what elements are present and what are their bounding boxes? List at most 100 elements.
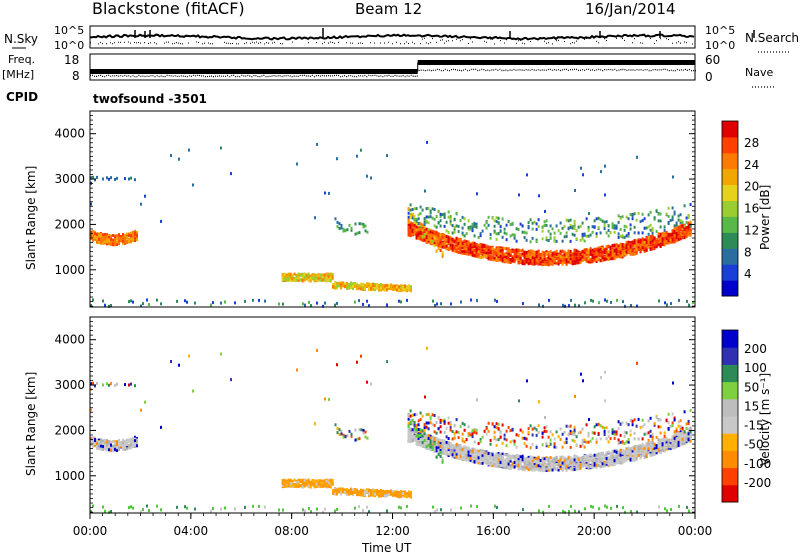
power-cell bbox=[583, 250, 586, 254]
power-cell bbox=[463, 243, 466, 246]
power-cell bbox=[649, 228, 652, 232]
velocity-cell bbox=[384, 494, 386, 498]
power-cell bbox=[477, 255, 480, 259]
power-cell bbox=[551, 262, 554, 266]
velocity-cell bbox=[467, 458, 470, 462]
power-cell bbox=[679, 213, 682, 217]
power-cell bbox=[687, 221, 690, 225]
power-cell bbox=[521, 248, 524, 252]
power-cell bbox=[519, 254, 522, 257]
power-cell bbox=[619, 247, 622, 251]
power-cell bbox=[489, 257, 492, 261]
velocity-cell bbox=[489, 457, 492, 461]
velocity-cell bbox=[495, 458, 498, 461]
velocity-cell bbox=[467, 455, 470, 459]
velocity-cell bbox=[489, 451, 492, 455]
velocity-cell bbox=[507, 466, 510, 470]
power-cell bbox=[507, 256, 510, 260]
power-cell bbox=[378, 286, 380, 290]
power-cell bbox=[590, 298, 592, 302]
velocity-cell bbox=[303, 484, 306, 488]
power-cell bbox=[679, 237, 682, 241]
power-cell bbox=[665, 235, 668, 239]
velocity-cell bbox=[527, 460, 530, 464]
velocity-cell bbox=[100, 440, 102, 444]
velocity-cell bbox=[407, 437, 410, 441]
power-cell bbox=[563, 253, 566, 257]
power-cell bbox=[342, 227, 345, 231]
velocity-cell bbox=[441, 441, 444, 445]
power-cell bbox=[555, 239, 558, 243]
power-cell bbox=[625, 246, 628, 250]
power-cell bbox=[687, 216, 690, 219]
velocity-cell bbox=[449, 452, 452, 456]
velocity-cell bbox=[475, 452, 478, 456]
velocity-cell bbox=[356, 491, 358, 495]
power-cell bbox=[561, 259, 564, 263]
power-cell bbox=[348, 223, 351, 227]
velocity-cell bbox=[455, 455, 458, 459]
power-cell bbox=[467, 247, 470, 251]
power-cell bbox=[407, 207, 410, 211]
power-cell bbox=[194, 301, 196, 305]
power-cell bbox=[525, 238, 528, 242]
power-cell bbox=[549, 250, 552, 253]
power-cell bbox=[591, 253, 594, 257]
velocity-cell bbox=[128, 439, 130, 443]
velocity-cell bbox=[485, 460, 488, 464]
velocity-cell bbox=[382, 489, 384, 493]
power-cell bbox=[629, 251, 632, 255]
velocity-cell bbox=[427, 437, 430, 440]
power-cell bbox=[533, 258, 536, 262]
velocity-cell bbox=[531, 462, 534, 466]
power-cell bbox=[437, 245, 440, 248]
power-cell bbox=[415, 217, 418, 221]
power-cell bbox=[304, 303, 306, 307]
velocity-cell bbox=[108, 448, 110, 452]
power-cell bbox=[523, 230, 526, 234]
velocity-cell bbox=[293, 483, 296, 486]
power-cell bbox=[665, 230, 668, 234]
velocity-cell bbox=[461, 456, 464, 460]
power-cell bbox=[435, 240, 438, 244]
velocity-cell bbox=[120, 443, 122, 447]
power-cell bbox=[649, 245, 652, 249]
power-cell bbox=[531, 262, 534, 266]
power-cell bbox=[360, 148, 362, 152]
velocity-cell bbox=[419, 438, 422, 441]
velocity-cell bbox=[517, 467, 520, 471]
power-cell bbox=[475, 249, 478, 253]
power-cell bbox=[609, 254, 612, 257]
power-cell bbox=[437, 237, 440, 241]
power-cell bbox=[649, 243, 652, 246]
velocity-cell bbox=[495, 452, 498, 456]
power-cell bbox=[477, 250, 480, 254]
power-cell bbox=[329, 279, 332, 283]
velocity-cell bbox=[447, 452, 450, 456]
velocity-cell bbox=[505, 461, 508, 465]
noise-left-tick-top: 10^5 bbox=[54, 24, 84, 37]
power-cell bbox=[647, 236, 650, 240]
velocity-cell bbox=[437, 443, 440, 447]
power-cell bbox=[583, 232, 586, 236]
power-cell bbox=[443, 245, 446, 249]
velocity-cell bbox=[281, 481, 284, 485]
power-cell bbox=[621, 253, 624, 257]
velocity-cell bbox=[483, 455, 486, 459]
power-cell bbox=[511, 221, 514, 225]
velocity-cell bbox=[384, 490, 386, 494]
power-cell bbox=[106, 234, 108, 238]
velocity-cell bbox=[301, 478, 304, 482]
power-cell bbox=[625, 215, 628, 219]
velocity-cell bbox=[445, 450, 448, 454]
velocity-cell bbox=[465, 451, 468, 455]
power-cell bbox=[683, 230, 686, 234]
power-cell bbox=[160, 219, 162, 223]
power-cell bbox=[386, 154, 388, 158]
power-cell bbox=[338, 284, 340, 288]
velocity-cell bbox=[332, 491, 334, 494]
velocity-cell bbox=[507, 454, 510, 458]
power-cell bbox=[545, 250, 548, 254]
velocity-cell bbox=[370, 489, 372, 492]
power-cell bbox=[340, 226, 343, 230]
